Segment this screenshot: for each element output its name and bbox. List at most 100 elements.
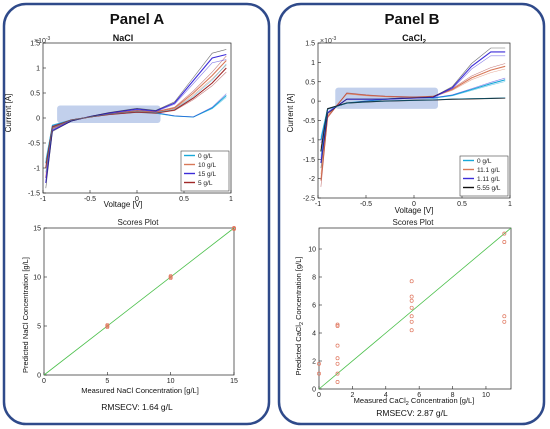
voltammogram-a-legend-entry: 15 g/L — [198, 171, 216, 178]
voltammogram-a-xtick-label: 1 — [229, 196, 233, 203]
voltammogram-b-series-line — [320, 63, 506, 187]
scores-b-xtick-label: 2 — [350, 392, 354, 399]
scores-b-data-point — [335, 380, 340, 384]
voltammogram-a: NaCl ×10-3 Current [A] Voltage [V] -1 -0.… — [4, 33, 233, 209]
voltammogram-a-exponent: ×10-3 — [34, 36, 51, 45]
voltammogram-a-ytick-label: 0.5 — [30, 91, 40, 98]
voltammogram-b-legend — [459, 155, 509, 197]
voltammogram-a-legend-entry: 0 g/L — [198, 153, 213, 160]
voltammogram-b-ytick-label: -2 — [309, 176, 315, 183]
scores-b-data-point — [409, 319, 414, 324]
scores-a-data-point — [105, 324, 110, 328]
scores-b-xtick-label: 8 — [451, 392, 455, 399]
scores-b-ytick-label: 4 — [312, 331, 316, 338]
scores-b-data-point — [409, 314, 414, 319]
voltammogram-b-legend-entry: 1.11 g/L — [477, 176, 500, 183]
voltammogram-b-ytick-label: 0.5 — [305, 79, 315, 86]
scores-b-data-point — [335, 356, 340, 361]
rmsecv-a: RMSECV: 1.64 g/L — [101, 402, 173, 412]
panel-b-title: Panel B — [384, 11, 439, 28]
scores-a-ylabel: Predicted NaCl Concentration [g/L] — [21, 257, 30, 373]
scores-b-data-point — [502, 231, 507, 236]
scores-b-ytick-label: 8 — [312, 275, 316, 282]
voltammogram-b-series-line — [320, 47, 506, 169]
scores-a-identity-line — [43, 227, 235, 376]
scores-b-data-point — [502, 240, 507, 244]
voltammogram-a-legend-entry: 5 g/L — [198, 180, 213, 187]
scores-plot-b: Scores Plot Predicted CaCl2 Concentratio… — [294, 218, 512, 418]
scores-b-ytick-label: 10 — [308, 247, 316, 254]
scores-a-xtick-label: 15 — [230, 378, 238, 385]
scores-b-data-point — [409, 298, 414, 303]
scores-a-ytick-label: 15 — [33, 226, 41, 233]
voltammogram-a-ytick-label: -1 — [34, 166, 40, 173]
scores-b-data-point — [335, 361, 340, 366]
voltammogram-b-xtick-label: 1 — [508, 201, 512, 208]
voltammogram-a-ytick-label: 1 — [36, 66, 40, 73]
voltammogram-b: CaCl2 ×10-3 Current [A] Voltage [V] -1 -0… — [286, 33, 512, 215]
scores-a-ytick-label: 5 — [37, 324, 41, 331]
voltammogram-b-legend-entry: 11.1 g/L — [477, 167, 500, 174]
scores-plot-a: Scores Plot Predicted NaCl Concentration… — [21, 218, 238, 412]
voltammogram-a-series-line — [45, 67, 227, 169]
voltammogram-a-ylabel: Current [A] — [4, 94, 13, 133]
scores-b-data-point — [335, 324, 340, 328]
voltammogram-b-ytick-label: -0.5 — [303, 118, 315, 125]
voltammogram-b-ytick-label: 1 — [311, 60, 315, 67]
scores-b-xlabel: Measured CaCl2 Concentration [g/L] — [354, 396, 475, 407]
voltammogram-b-series-line — [320, 97, 506, 156]
scores-a-xlabel: Measured NaCl Concentration [g/L] — [81, 386, 199, 395]
scores-b-ylabel: Predicted CaCl2 Concentration [g/L] — [294, 257, 305, 376]
voltammogram-b-ytick-label: -2.5 — [303, 196, 315, 203]
scores-b-ytick-label: 2 — [312, 359, 316, 366]
scores-a-data-point — [168, 275, 173, 279]
voltammogram-b-xtick-label: 0.5 — [457, 201, 467, 208]
voltammogram-b-xtick-label: -1 — [315, 201, 321, 208]
scores-a-xtick-label: 5 — [105, 378, 109, 385]
scores-b-identity-line — [318, 227, 512, 390]
scores-a-ytick-label: 10 — [33, 275, 41, 282]
scores-b-data-point — [335, 371, 340, 376]
scores-a-ytick-label: 0 — [37, 373, 41, 380]
voltammogram-a-series-line — [45, 49, 227, 189]
scores-a-title: Scores Plot — [118, 218, 160, 227]
scores-b-data-point — [502, 314, 507, 319]
voltammogram-b-legend-entry: 5.55 g/L — [477, 185, 501, 192]
voltammogram-a-series-line — [45, 53, 227, 184]
scores-b-data-point — [502, 319, 507, 324]
scores-b-xtick-label: 0 — [317, 392, 321, 399]
scores-b-ytick-label: 0 — [312, 387, 316, 394]
scores-a-xtick-label: 10 — [167, 378, 175, 385]
voltammogram-b-ytick-label: -1 — [309, 137, 315, 144]
voltammogram-a-xtick-label: -0.5 — [84, 196, 96, 203]
scores-a-data-point — [232, 226, 236, 231]
voltammogram-b-xtick-label: 0 — [412, 201, 416, 208]
voltammogram-a-ytick-label: -1.5 — [28, 191, 40, 198]
voltammogram-a-ytick-label: 1.5 — [30, 41, 40, 48]
panel-a-title: Panel A — [110, 11, 165, 28]
voltammogram-b-xtick-label: -0.5 — [360, 201, 372, 208]
scores-b-xtick-label: 6 — [417, 392, 421, 399]
scores-b-data-point — [409, 279, 414, 284]
scores-b-data-point — [335, 322, 340, 327]
voltammogram-a-xtick-label: -1 — [40, 196, 46, 203]
scores-b-data-point — [317, 361, 321, 366]
voltammogram-b-title: CaCl2 — [402, 33, 427, 46]
scores-b-ytick-label: 6 — [312, 303, 316, 310]
voltammogram-a-legend — [180, 150, 230, 192]
voltammogram-b-ytick-label: 1.5 — [305, 41, 315, 48]
scores-b-data-point — [409, 328, 414, 333]
voltammogram-b-ylabel: Current [A] — [286, 94, 295, 133]
voltammogram-a-ytick-label: -0.5 — [28, 141, 40, 148]
voltammogram-a-title: NaCl — [113, 33, 134, 43]
voltammogram-a-xlabel: Voltage [V] — [104, 200, 143, 209]
rmsecv-b: RMSECV: 2.87 g/L — [376, 408, 448, 418]
voltammogram-a-legend-entry: 10 g/L — [198, 162, 216, 169]
scores-b-data-point — [409, 305, 414, 310]
scores-b-data-point — [409, 294, 414, 299]
scores-b-xtick-label: 4 — [384, 392, 388, 399]
voltammogram-b-legend-entry: 0 g/L — [477, 158, 492, 165]
scores-a-xtick-label: 0 — [42, 378, 46, 385]
voltammogram-a-xtick-label: 0.5 — [179, 196, 189, 203]
